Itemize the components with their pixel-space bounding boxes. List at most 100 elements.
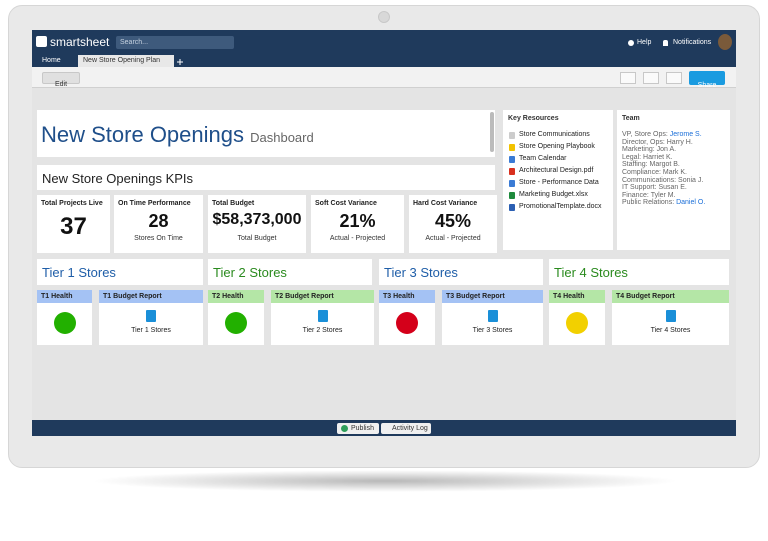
kpi-widget: Total Projects Live 37 <box>37 195 110 253</box>
kpi-value: 45% <box>434 211 472 231</box>
report-link[interactable]: Tier 3 Stores <box>472 327 513 334</box>
report-icon <box>317 310 328 322</box>
team-row: IT Support: Susan E. <box>622 184 687 192</box>
team-role: Finance: <box>622 191 649 199</box>
tier-title-widget: Tier 3 Stores <box>379 259 543 285</box>
kpi-title-widget: New Store Openings KPIs <box>37 165 495 190</box>
resource-icon <box>509 144 515 151</box>
team-name[interactable]: Jerome S. <box>669 131 702 138</box>
logo-icon <box>36 36 47 47</box>
present-button[interactable] <box>620 72 636 84</box>
team-name: Harry H. <box>666 138 693 146</box>
print-button[interactable] <box>643 72 659 84</box>
report-link[interactable]: Tier 2 Stores <box>302 327 343 334</box>
team-row: Staffing: Margot B. <box>622 161 680 169</box>
team-role: Legal: <box>622 153 642 161</box>
kpi-widget: Total Budget $58,373,000 Total Budget <box>208 195 306 253</box>
help[interactable]: Help <box>637 39 652 46</box>
share-label: Share <box>697 82 717 89</box>
resource-link[interactable]: Marketing Budget.xlsx <box>519 191 588 198</box>
scrollbar <box>490 112 494 152</box>
screen: smartsheet Search... Help Notifications … <box>32 30 736 436</box>
add-tab[interactable] <box>175 57 185 67</box>
report-widget: T4 Budget Report Tier 4 Stores <box>612 290 729 345</box>
resource-link[interactable]: Store - Performance Data <box>519 179 599 186</box>
report-label: T2 Budget Report <box>275 293 334 300</box>
resource-icon <box>509 156 515 163</box>
team-row: VP, Store Ops: Jerome S. <box>622 131 702 139</box>
health-header <box>37 290 92 303</box>
tier-title: Tier 1 Stores <box>42 265 116 280</box>
team-role: Communications: <box>622 176 677 184</box>
report-link[interactable]: Tier 1 Stores <box>131 327 171 334</box>
kpi-caption: Total Budget <box>237 235 277 242</box>
resource-link[interactable]: Architectural Design.pdf <box>519 167 594 174</box>
tier-title: Tier 4 Stores <box>554 265 628 280</box>
title-text: New Store Openings <box>41 122 244 147</box>
tier-title-widget: Tier 4 Stores <box>549 259 729 285</box>
kpi-value: 28 <box>148 211 169 231</box>
health-widget: T3 Health <box>379 290 435 345</box>
report-icon <box>487 310 498 322</box>
kpi-caption: Actual - Projected <box>425 235 481 242</box>
resource-icon <box>509 132 515 139</box>
active-tab[interactable]: New Store Opening Plan <box>78 55 174 67</box>
team-row: Legal: Harriet K. <box>622 154 673 162</box>
report-widget: T2 Budget Report Tier 2 Stores <box>271 290 374 345</box>
team-name: Susan E. <box>658 184 687 192</box>
team-name[interactable]: Daniel O. <box>676 199 706 207</box>
resource-link[interactable]: Team Calendar <box>519 155 567 162</box>
health-widget: T1 Health <box>37 290 92 345</box>
status-indicator <box>225 312 247 334</box>
resource-link[interactable]: Store Opening Playbook <box>519 143 595 150</box>
status-indicator <box>396 312 418 334</box>
publish-button[interactable]: Publish <box>337 423 379 434</box>
title-widget: New Store Openings Dashboard <box>37 110 495 157</box>
toolbar <box>32 67 736 88</box>
team-name: Margot B. <box>649 161 680 169</box>
team-widget: Team VP, Store Ops: Jerome S. Director, Op… <box>617 110 730 250</box>
team-role: VP, Store Ops: <box>622 131 668 138</box>
settings-button[interactable] <box>666 72 682 84</box>
kpi-label: Total Budget <box>212 200 255 207</box>
team-row: Director, Ops: Harry H. <box>622 139 693 147</box>
team-row: Finance: Tyler M. <box>622 192 676 200</box>
kpi-label: Total Projects Live <box>41 200 103 207</box>
resource-link[interactable]: PromotionalTemplate.docx <box>519 203 602 210</box>
search-box[interactable] <box>116 36 234 49</box>
edit-label: Edit <box>54 81 68 88</box>
report-label: T3 Budget Report <box>446 293 505 300</box>
resource-link[interactable]: Store Communications <box>519 131 590 138</box>
bell-icon <box>663 40 668 46</box>
tier-title-widget: Tier 1 Stores <box>37 259 203 285</box>
team-title: Team <box>622 115 640 122</box>
health-label: T3 Health <box>383 293 415 300</box>
report-widget: T3 Budget Report Tier 3 Stores <box>442 290 543 345</box>
team-role: Public Relations: <box>622 199 675 207</box>
resources-title: Key Resources <box>508 115 559 122</box>
resource-icon <box>509 168 515 175</box>
team-name: Jon A. <box>656 146 677 154</box>
camera <box>378 11 390 23</box>
kpi-widget: Soft Cost Variance 21% Actual - Projected <box>311 195 404 253</box>
resource-icon <box>509 204 515 211</box>
kpi-widget: Hard Cost Variance 45% Actual - Projected <box>409 195 497 253</box>
tier-title: Tier 3 Stores <box>384 265 458 280</box>
edit-button[interactable]: Edit <box>42 72 80 88</box>
health-header <box>379 290 435 303</box>
shadow <box>90 470 680 492</box>
share-button[interactable]: Share <box>689 71 725 89</box>
status-indicator <box>566 312 588 334</box>
team-role: Director, Ops: <box>622 138 665 146</box>
tier-title-widget: Tier 2 Stores <box>208 259 372 285</box>
avatar[interactable] <box>718 34 732 50</box>
kpi-caption: Actual - Projected <box>329 235 386 242</box>
report-header <box>271 290 374 303</box>
kpi-value: 21% <box>339 211 376 231</box>
notifications[interactable]: Notifications <box>673 39 712 46</box>
team-name: Mark K. <box>662 169 687 176</box>
home-tab[interactable]: Home <box>38 55 74 67</box>
report-link[interactable]: Tier 4 Stores <box>650 327 691 334</box>
activity-button[interactable]: Activity Log <box>381 423 431 434</box>
